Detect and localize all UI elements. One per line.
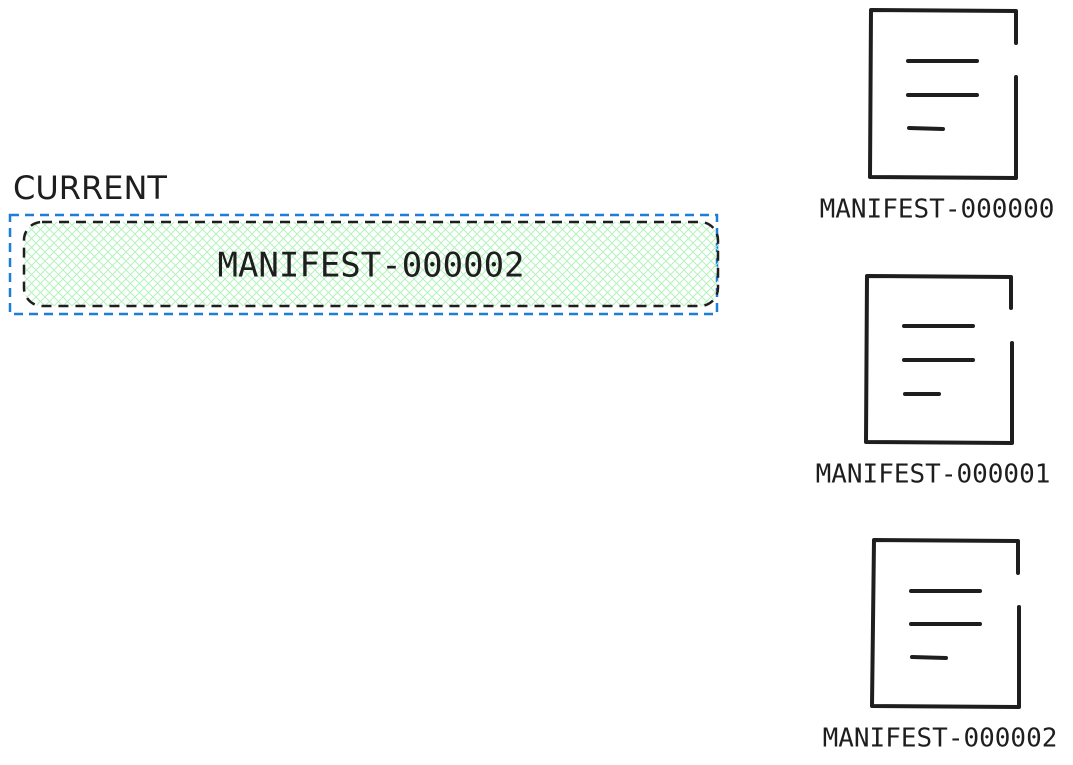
document-icon	[868, 8, 1018, 180]
current-pointer-value: MANIFEST-000002	[217, 246, 524, 286]
file-manifest-000001[interactable]: MANIFEST-000001	[816, 274, 1051, 490]
file-manifest-000000[interactable]: MANIFEST-000000	[820, 8, 1055, 225]
file-name: MANIFEST-000001	[816, 460, 1051, 490]
file-name: MANIFEST-000002	[823, 724, 1058, 754]
current-title: CURRENT	[13, 169, 167, 207]
file-manifest-000002[interactable]: MANIFEST-000002	[823, 538, 1058, 754]
current-pointer-box[interactable]	[22, 220, 720, 308]
document-icon	[864, 274, 1014, 445]
file-name: MANIFEST-000000	[820, 195, 1055, 225]
document-icon	[870, 538, 1021, 709]
